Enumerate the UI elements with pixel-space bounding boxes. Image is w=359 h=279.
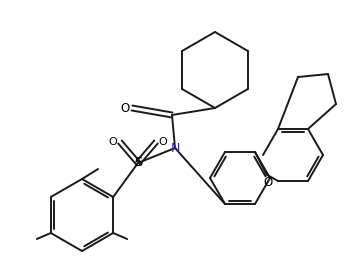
Text: O: O [120,102,130,114]
Text: O: O [264,176,273,189]
Text: O: O [109,137,117,147]
Text: N: N [170,141,180,155]
Text: O: O [159,137,167,147]
Text: S: S [134,157,142,170]
